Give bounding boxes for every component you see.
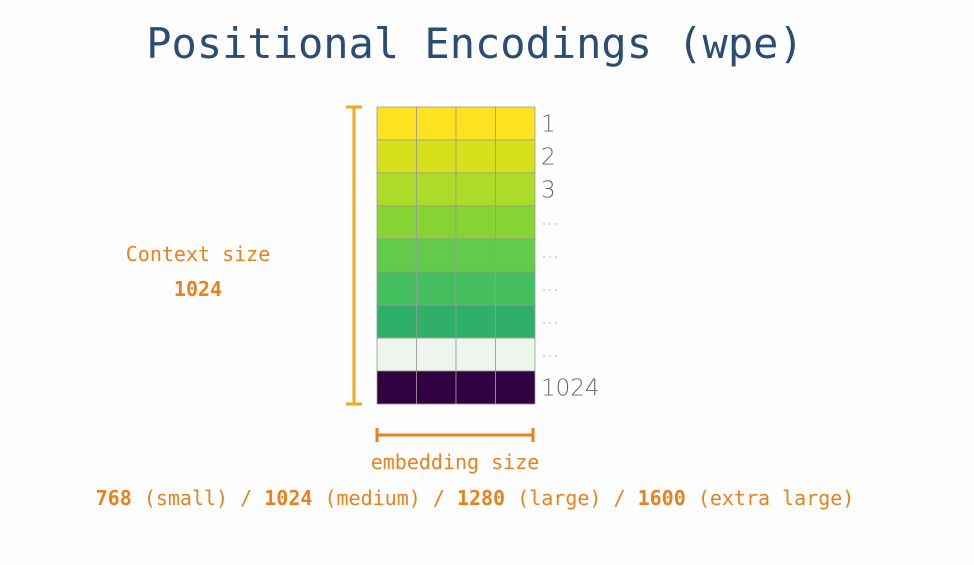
cell	[455, 271, 496, 306]
cell	[455, 370, 496, 405]
row-label: 1	[541, 112, 556, 138]
cell	[455, 337, 496, 372]
cell	[416, 172, 457, 207]
cell	[495, 304, 536, 339]
cell	[376, 172, 417, 207]
embedding-label: embedding size	[371, 450, 540, 474]
title: Positional Encodings (wpe)	[146, 19, 803, 68]
cell	[495, 337, 536, 372]
size-value: 1280	[457, 486, 505, 510]
cell	[376, 139, 417, 174]
size-label: (large)	[517, 486, 601, 510]
separator	[421, 486, 433, 510]
cell	[416, 205, 457, 240]
size-label: (small)	[144, 486, 228, 510]
cell	[376, 205, 417, 240]
size-label: (extra large)	[698, 486, 855, 510]
context-value: 1024	[174, 277, 222, 301]
cell	[416, 304, 457, 339]
row-label: 3	[541, 178, 556, 204]
size-value: 1600	[638, 486, 686, 510]
row-label: …	[541, 209, 559, 230]
embedding-bracket	[375, 428, 535, 442]
cell	[416, 106, 457, 141]
row-label: …	[541, 308, 559, 329]
cell	[495, 238, 536, 273]
cell	[376, 271, 417, 306]
space	[252, 486, 264, 510]
separator	[228, 486, 240, 510]
cell	[495, 271, 536, 306]
separator: /	[614, 486, 626, 510]
space	[505, 486, 517, 510]
space	[312, 486, 324, 510]
cell	[376, 238, 417, 273]
cell	[455, 106, 496, 141]
space	[132, 486, 144, 510]
cell	[495, 205, 536, 240]
row-label: 2	[541, 145, 556, 171]
embedding-sizes: 768 (small) / 1024 (medium) / 1280 (larg…	[96, 486, 855, 510]
size-value: 1024	[264, 486, 312, 510]
cell	[416, 271, 457, 306]
row-label: …	[541, 341, 559, 362]
separator	[601, 486, 613, 510]
row-label: …	[541, 242, 559, 263]
space	[626, 486, 638, 510]
context-bracket	[346, 105, 362, 406]
cell	[455, 238, 496, 273]
cell	[495, 370, 536, 405]
cell	[455, 304, 496, 339]
cell	[455, 139, 496, 174]
space	[445, 486, 457, 510]
size-value: 768	[96, 486, 132, 510]
context-label: Context size	[126, 242, 271, 266]
cell	[376, 304, 417, 339]
size-label: (medium)	[324, 486, 420, 510]
cell	[495, 139, 536, 174]
cell	[416, 370, 457, 405]
cell	[416, 238, 457, 273]
cell	[495, 172, 536, 207]
cell	[416, 337, 457, 372]
cell	[376, 370, 417, 405]
cell	[376, 106, 417, 141]
cell	[416, 139, 457, 174]
separator: /	[240, 486, 252, 510]
cell	[376, 337, 417, 372]
row-label: 1024	[541, 376, 600, 402]
row-label: …	[541, 275, 559, 296]
separator: /	[433, 486, 445, 510]
space	[686, 486, 698, 510]
cell	[455, 172, 496, 207]
cell	[455, 205, 496, 240]
cell	[495, 106, 536, 141]
